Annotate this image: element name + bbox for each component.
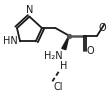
- Text: H: H: [60, 61, 67, 71]
- Text: H₂N: H₂N: [44, 51, 63, 61]
- Text: Cl: Cl: [53, 82, 63, 92]
- Text: N: N: [26, 5, 33, 15]
- Text: HN: HN: [3, 36, 18, 46]
- Polygon shape: [62, 36, 69, 50]
- Text: O: O: [86, 46, 94, 56]
- Text: O: O: [98, 23, 106, 33]
